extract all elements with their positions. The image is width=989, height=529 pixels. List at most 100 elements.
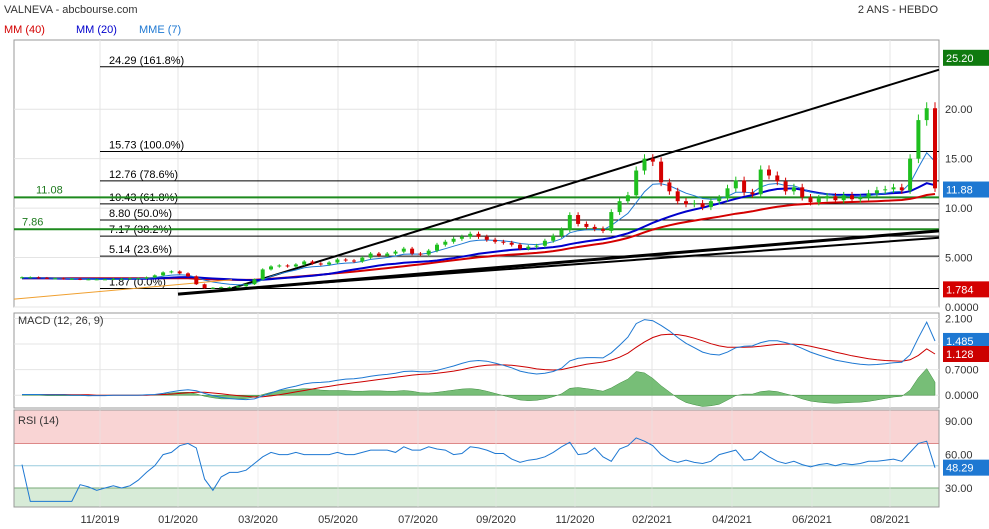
- candle-body: [708, 201, 713, 208]
- candle-body: [111, 278, 116, 280]
- candle-body: [227, 287, 232, 289]
- price-tag-low: 1.784: [946, 284, 974, 296]
- fibonacci-label: 5.14 (23.6%): [109, 244, 172, 256]
- macd-signal-line: [22, 333, 936, 398]
- candle-body: [493, 239, 498, 242]
- signal-tag-bg: [943, 345, 989, 362]
- candle-body: [318, 263, 323, 265]
- x-tick-label: 04/2021: [712, 514, 752, 526]
- candle-body: [194, 276, 199, 285]
- header-source: VALNEVA - abcbourse.com: [4, 4, 138, 16]
- candle-body: [360, 257, 365, 262]
- price-tag-last-bg: [943, 181, 989, 198]
- candle-body: [53, 278, 58, 280]
- candle-body: [484, 236, 489, 240]
- price-tick-label: 10.00: [945, 203, 973, 215]
- candle-body: [866, 193, 871, 198]
- candle-body: [518, 244, 522, 249]
- candle-body: [933, 108, 937, 189]
- candle-body: [567, 215, 572, 230]
- x-tick-label: 01/2020: [158, 514, 198, 526]
- candle-body: [501, 241, 506, 243]
- candle-body: [219, 287, 224, 289]
- candle-body: [244, 284, 249, 287]
- mme7-line: [22, 151, 936, 286]
- candle-body: [750, 192, 755, 195]
- candle-body: [692, 203, 697, 205]
- rsi-tag: 48.29: [946, 463, 974, 475]
- candle-body: [327, 262, 332, 265]
- candle-body: [625, 195, 630, 202]
- price-tick-label: 5.000: [945, 253, 973, 265]
- candle-body: [551, 235, 556, 241]
- price-tick-label: 0.0000: [945, 302, 979, 314]
- fibonacci-label: 8.80 (50.0%): [109, 208, 172, 220]
- candle-body: [617, 201, 622, 213]
- candle-body: [858, 197, 863, 200]
- candle-body: [667, 182, 672, 192]
- macd-title: MACD (12, 26, 9): [18, 315, 104, 327]
- x-tick-label: 05/2020: [318, 514, 358, 526]
- rsi-overbought-zone: [14, 410, 939, 444]
- price-tag-low-bg: [943, 281, 989, 298]
- macd-tag: 1.485: [946, 336, 974, 348]
- candle-body: [459, 236, 464, 239]
- level-label: 7.86: [22, 216, 43, 228]
- candle-body: [509, 242, 514, 245]
- rsi-title: RSI (14): [18, 415, 59, 427]
- candle-body: [61, 278, 66, 280]
- x-tick-label: 11/2020: [556, 514, 595, 526]
- candle-body: [352, 260, 356, 262]
- candle-body: [542, 240, 547, 246]
- candle-body: [850, 195, 854, 200]
- candle-body: [833, 196, 838, 201]
- x-axis: 11/2019 01/2020 03/2020 05/2020 07/2020 09/20…: [81, 514, 910, 526]
- price-tag-last: 11.88: [946, 185, 973, 197]
- candle-body: [368, 253, 373, 258]
- legend-mm40: MM (40): [4, 24, 45, 36]
- macd-tick-label: 0.7000: [945, 365, 979, 377]
- candle-body: [86, 279, 91, 281]
- rsi-line: [21, 437, 936, 502]
- candle-body: [650, 158, 655, 162]
- candle-body: [733, 180, 738, 189]
- rsi-tick-label: 90.00: [945, 416, 973, 428]
- mm20-line: [22, 182, 936, 282]
- rsi-oversold-zone: [14, 488, 939, 507]
- candle-body: [767, 169, 771, 176]
- candle-body: [20, 277, 24, 279]
- candle-body: [526, 246, 531, 249]
- candle-body: [758, 169, 763, 195]
- macd-tick-label: 0.0000: [945, 390, 979, 402]
- candle-body: [269, 266, 273, 270]
- candle-body: [285, 265, 290, 267]
- candle-body: [426, 250, 431, 255]
- candle-body: [592, 226, 597, 229]
- candle-body: [742, 180, 747, 193]
- price-tick-label: 20.00: [945, 104, 973, 116]
- candle-body: [186, 273, 190, 277]
- trendline-lower: [231, 236, 940, 291]
- rsi-tick-label: 30.00: [945, 483, 973, 495]
- candle-body: [44, 277, 49, 279]
- fibonacci-label: 24.29 (161.8%): [109, 55, 184, 67]
- x-tick-label: 07/2020: [398, 514, 438, 526]
- x-tick-label: 03/2020: [238, 514, 278, 526]
- x-tick-label: 09/2020: [476, 514, 516, 526]
- candle-body: [302, 261, 307, 265]
- candle-body: [883, 189, 888, 191]
- macd-histogram: [22, 368, 936, 407]
- candle-body: [725, 188, 730, 199]
- candle-body: [343, 259, 348, 261]
- candle-body: [277, 265, 282, 267]
- candle-body: [393, 251, 398, 254]
- candle-body: [700, 203, 705, 208]
- candle-body: [252, 279, 257, 285]
- candle-body: [908, 158, 913, 191]
- candle-body: [410, 248, 415, 254]
- x-tick-label: 06/2021: [792, 514, 832, 526]
- fibonacci-label: 12.76 (78.6%): [109, 169, 178, 181]
- macd-tick-label: 2.100: [945, 313, 973, 325]
- price-tick-label: 15.00: [945, 154, 973, 166]
- candle-body: [675, 191, 680, 202]
